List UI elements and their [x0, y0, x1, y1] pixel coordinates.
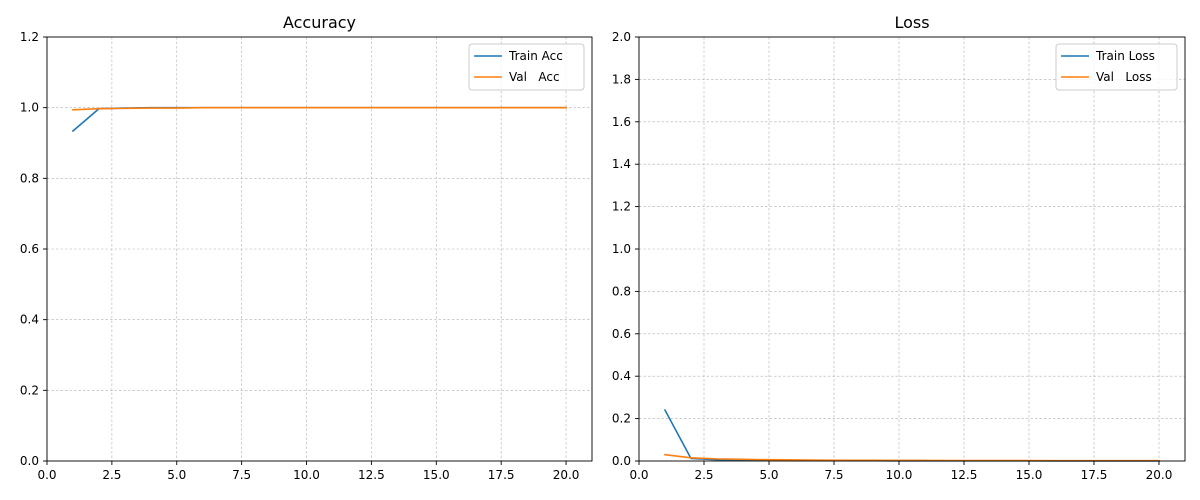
- x-tick-label: 2.5: [102, 468, 121, 482]
- x-tick-label: 2.5: [694, 468, 713, 482]
- x-tick-label: 5.0: [167, 468, 186, 482]
- series-line-train-acc: [71, 106, 567, 133]
- y-tick-label: 1.0: [612, 242, 631, 256]
- y-tick-label: 1.8: [612, 72, 631, 86]
- series-line-train-loss: [663, 409, 1160, 462]
- legend-label: Train Loss: [1095, 49, 1155, 63]
- y-tick-label: 1.4: [612, 157, 631, 171]
- y-tick-label: 1.0: [20, 101, 39, 115]
- series-line-val-loss: [664, 453, 1160, 462]
- x-tick-label: 5.0: [759, 468, 778, 482]
- x-tick-label: 17.5: [488, 468, 515, 482]
- x-tick-label: 20.0: [1146, 468, 1173, 482]
- y-tick-label: 1.6: [612, 115, 631, 129]
- y-tick-label: 0.0: [612, 454, 631, 468]
- x-tick-label: 7.5: [824, 468, 843, 482]
- x-tick-label: 7.5: [232, 468, 251, 482]
- y-tick-label: 0.6: [20, 242, 39, 256]
- y-tick-label: 0.4: [612, 369, 631, 383]
- x-tick-label: 15.0: [1016, 468, 1043, 482]
- x-tick-label: 15.0: [423, 468, 450, 482]
- chart-legend: Train Acc Val Acc: [468, 43, 585, 91]
- y-tick-label: 0.8: [20, 171, 39, 185]
- legend-label: Val Acc: [509, 70, 560, 84]
- series-line-val-acc: [72, 106, 567, 111]
- y-tick-label: 0.8: [612, 284, 631, 298]
- x-tick-label: 17.5: [1081, 468, 1108, 482]
- x-tick-label: 12.5: [358, 468, 385, 482]
- y-tick-label: 2.0: [612, 30, 631, 44]
- x-tick-label: 10.0: [886, 468, 913, 482]
- x-tick-label: 20.0: [553, 468, 580, 482]
- y-tick-label: 1.2: [612, 200, 631, 214]
- chart-title: Loss: [894, 13, 929, 32]
- y-tick-label: 0.2: [612, 412, 631, 426]
- y-tick-label: 1.2: [20, 30, 39, 44]
- x-tick-label: 12.5: [951, 468, 978, 482]
- x-tick-label: 0.0: [37, 468, 56, 482]
- chart-panel-loss: 0.0 2.5 5.0 7.5 10.0 12.5 15.0 17.5 20.0 0.0 0.2 0.…: [612, 13, 1186, 482]
- y-tick-label: 0.0: [20, 454, 39, 468]
- y-tick-label: 0.2: [20, 383, 39, 397]
- legend-label: Val Loss: [1096, 70, 1152, 84]
- y-tick-label: 0.6: [612, 327, 631, 341]
- x-tick-label: 0.0: [629, 468, 648, 482]
- y-tick-label: 0.4: [20, 313, 39, 327]
- chart-title: Accuracy: [283, 13, 356, 32]
- legend-label: Train Acc: [508, 49, 563, 63]
- chart-legend: Train Loss Val Loss: [1055, 43, 1178, 91]
- chart-panel-accuracy: 0.0 2.5 5.0 7.5 10.0 12.5 15.0 17.5 20.0 0.0 0.2 0.…: [20, 13, 593, 482]
- x-tick-label: 10.0: [293, 468, 320, 482]
